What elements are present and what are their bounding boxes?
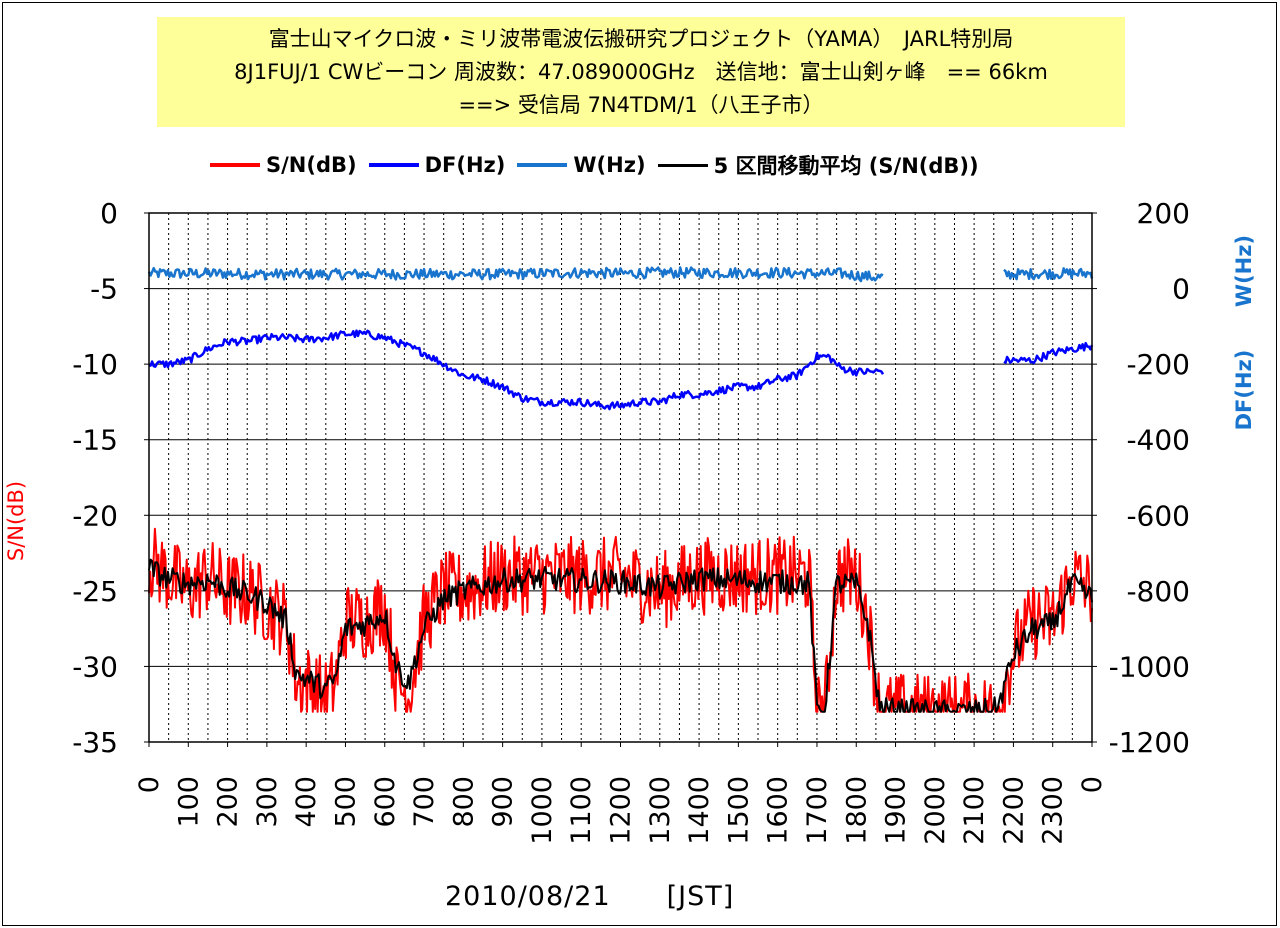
series-layer xyxy=(147,266,1094,713)
y-right-tick-label: -200 xyxy=(1126,348,1190,381)
y-right-tick-label: 0 xyxy=(1172,273,1190,306)
x-tick-label: 1400 xyxy=(684,776,715,845)
x-tick-label: 600 xyxy=(370,776,401,828)
legend-swatch-sn xyxy=(210,163,260,167)
x-tick-label: 200 xyxy=(213,776,244,828)
series-line-s-n-db- xyxy=(148,527,1093,713)
y-axis-label-left: S/N(dB) xyxy=(4,480,28,562)
legend-item-ma: 5 区間移動平均 (S/N(dB)) xyxy=(657,150,979,180)
chart-legend: S/N(dB) DF(Hz) W(Hz) 5 区間移動平均 (S/N(dB)) xyxy=(210,148,991,182)
x-tick-label: 0 xyxy=(1077,776,1108,793)
y-left-tick-label: -25 xyxy=(72,575,118,608)
legend-label-df: DF(Hz) xyxy=(424,153,506,177)
y-left-tick-label: -30 xyxy=(72,650,118,683)
x-tick-label: 2100 xyxy=(959,776,990,845)
x-tick-label: 2300 xyxy=(1038,776,1069,845)
chart-title-line-1: 富士山マイクロ波・ミリ波帯電波伝搬研究プロジェクト（YAMA） JARL特別局 xyxy=(268,27,1014,51)
y-right-tick-label: -400 xyxy=(1126,424,1190,457)
x-tick-label: 900 xyxy=(488,776,519,828)
series-line-df-hz- xyxy=(148,329,1094,411)
x-tick-label: 1100 xyxy=(566,776,597,845)
y-left-tick-label: -5 xyxy=(90,273,118,306)
y-left-tick-label: -35 xyxy=(72,726,118,759)
chart-title-box: 富士山マイクロ波・ミリ波帯電波伝搬研究プロジェクト（YAMA） JARL特別局 … xyxy=(157,17,1125,127)
y-axis-label-right-df: DF(Hz) xyxy=(1232,349,1256,431)
ticks-layer: 0-5-10-15-20-25-30-352000-200-400-600-80… xyxy=(72,197,1190,845)
y-right-tick-label: -1200 xyxy=(1109,726,1190,759)
y-left-tick-label: -15 xyxy=(72,424,118,457)
y-left-tick-label: -20 xyxy=(72,499,118,532)
x-tick-label: 100 xyxy=(173,776,204,828)
legend-label-w: W(Hz) xyxy=(573,153,646,177)
legend-item-df: DF(Hz) xyxy=(368,153,506,177)
legend-swatch-ma xyxy=(657,163,708,167)
x-tick-label: 1900 xyxy=(881,776,912,845)
x-tick-label: 400 xyxy=(291,776,322,828)
x-tick-label: 800 xyxy=(448,776,479,828)
y-right-tick-label: -1000 xyxy=(1109,650,1190,683)
x-tick-label: 0 xyxy=(134,776,165,793)
x-tick-label: 1700 xyxy=(802,776,833,845)
y-right-tick-label: -600 xyxy=(1126,499,1190,532)
x-tick-label: 1500 xyxy=(723,776,754,845)
legend-label-sn: S/N(dB) xyxy=(266,153,357,177)
x-tick-label: 1000 xyxy=(527,776,558,845)
y-right-tick-label: -800 xyxy=(1126,575,1190,608)
x-tick-label: 1300 xyxy=(645,776,676,845)
series-line-5-s-n-db- xyxy=(148,558,1093,713)
x-tick-label: 700 xyxy=(409,776,440,828)
y-left-tick-label: 0 xyxy=(100,197,118,230)
y-axis-label-right-w: W(Hz) xyxy=(1232,234,1256,308)
chart-title-line-2: 8J1FUJ/1 CWビーコン 周波数：47.089000GHz 送信地：富士山… xyxy=(234,60,1048,84)
legend-swatch-df xyxy=(368,163,419,167)
legend-item-w: W(Hz) xyxy=(517,153,646,177)
x-tick-label: 1800 xyxy=(841,776,872,845)
legend-item-sn: S/N(dB) xyxy=(210,153,357,177)
series-line-w-hz- xyxy=(147,266,1094,283)
x-tick-label: 2000 xyxy=(920,776,951,845)
y-right-tick-label: 200 xyxy=(1137,197,1190,230)
legend-label-ma: 5 区間移動平均 (S/N(dB)) xyxy=(713,154,979,178)
x-tick-label: 300 xyxy=(252,776,283,828)
x-tick-label: 1600 xyxy=(763,776,794,845)
legend-swatch-w xyxy=(517,163,568,167)
y-left-tick-label: -10 xyxy=(72,348,118,381)
x-axis-label: 2010/08/21 [JST] xyxy=(445,881,735,912)
chart-title-line-3: ==> 受信局 7N4TDM/1（八王子市） xyxy=(458,93,824,117)
x-tick-label: 2200 xyxy=(998,776,1029,845)
x-tick-label: 1200 xyxy=(606,776,637,845)
x-tick-label: 500 xyxy=(330,776,361,828)
